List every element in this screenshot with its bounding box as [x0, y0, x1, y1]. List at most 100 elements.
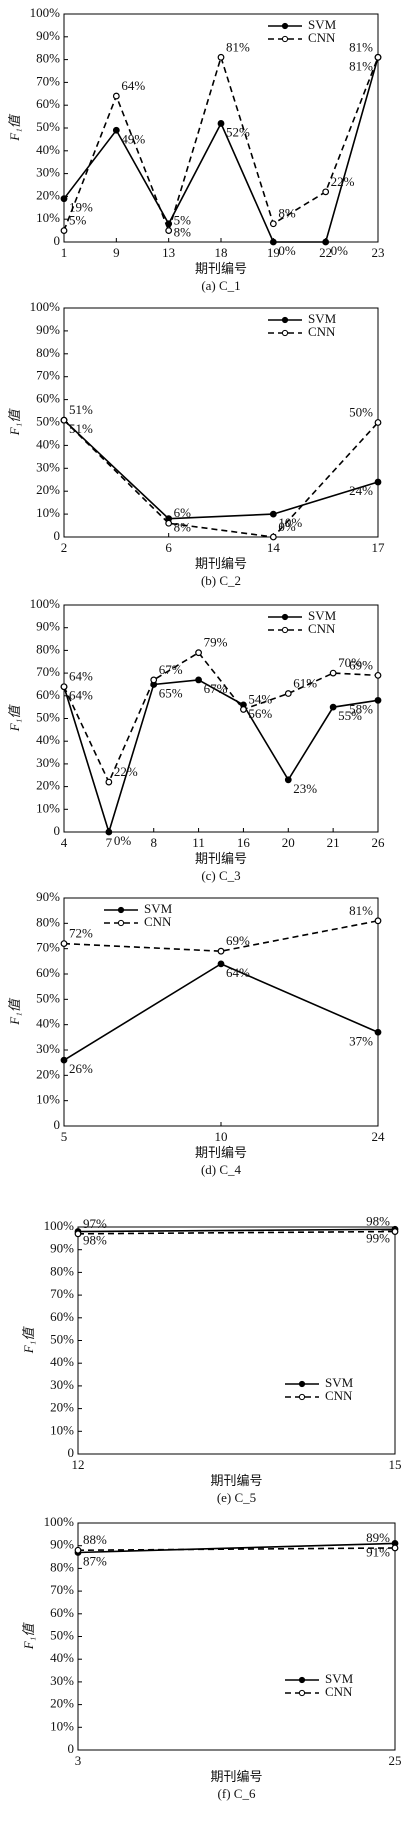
y-tick-label: 0 [54, 1117, 61, 1132]
caption: (f) C_6 [218, 1786, 256, 1801]
data-label: 37% [349, 1033, 373, 1048]
legend-marker [298, 1689, 306, 1697]
y-tick-label: 60% [50, 1605, 74, 1620]
y-tick-label: 10% [36, 210, 60, 225]
data-label: 88% [83, 1532, 107, 1547]
x-tick-label: 15 [389, 1457, 402, 1472]
data-label: 72% [69, 926, 93, 941]
point [374, 917, 382, 925]
plot-frame [63, 604, 379, 833]
x-tick-label: 8 [150, 835, 157, 850]
data-label: 22% [331, 174, 355, 189]
y-tick-label: 10% [36, 1092, 60, 1107]
data-label: 0% [278, 519, 296, 534]
data-label: 51% [69, 421, 93, 436]
y-tick-label: 100% [30, 5, 61, 20]
y-tick-label: 80% [36, 51, 60, 66]
y-tick-label: 20% [50, 1696, 74, 1711]
series-line [63, 419, 379, 520]
y-tick-label: 30% [50, 1673, 74, 1688]
y-axis-label: F₁值 [21, 1622, 36, 1650]
x-axis-label: 期刊编号 [195, 556, 247, 571]
point [217, 120, 225, 127]
data-label: 69% [349, 657, 373, 672]
point [269, 238, 277, 246]
y-tick-label: 80% [50, 1559, 74, 1574]
legend-label: SVM [144, 901, 173, 916]
plot-frame [77, 1226, 396, 1455]
x-tick-label: 7 [106, 835, 113, 850]
x-tick-label: 25 [389, 1753, 402, 1768]
y-axis-label: F₁值 [7, 704, 22, 732]
x-axis-label: 期刊编号 [195, 1145, 247, 1160]
data-label: 61% [293, 676, 317, 691]
x-tick-label: 23 [372, 245, 385, 260]
point [269, 220, 277, 228]
y-tick-label: 80% [36, 345, 60, 360]
x-tick-label: 3 [75, 1753, 82, 1768]
data-label: 51% [69, 402, 93, 417]
y-tick-label: 90% [36, 619, 60, 634]
plot-frame [77, 1522, 396, 1751]
legend-marker [281, 22, 289, 30]
y-tick-label: 90% [50, 1537, 74, 1552]
data-label: 0% [114, 833, 132, 848]
y-tick-label: 30% [36, 165, 60, 180]
data-label: 67% [204, 681, 228, 696]
data-label: 87% [83, 1553, 107, 1568]
caption: (c) C_3 [201, 868, 240, 883]
data-label: 0% [331, 243, 349, 258]
x-tick-label: 17 [372, 540, 386, 555]
data-label: 8% [174, 225, 192, 240]
data-label: 79% [204, 635, 228, 650]
y-tick-label: 40% [36, 1016, 60, 1031]
legend-label: SVM [308, 311, 337, 326]
y-tick-label: 20% [36, 1066, 60, 1081]
point [112, 126, 120, 134]
data-label: 5% [174, 213, 192, 228]
legend-marker [117, 919, 125, 927]
point [60, 683, 68, 691]
caption: (e) C_5 [217, 1490, 256, 1505]
series-line [63, 651, 379, 784]
x-tick-label: 13 [162, 245, 175, 260]
legend-label: CNN [325, 1684, 353, 1699]
x-tick-label: 5 [61, 1129, 68, 1144]
point [284, 776, 292, 784]
legend-marker [281, 316, 289, 324]
data-label: 69% [226, 933, 250, 948]
point [322, 188, 330, 196]
point [329, 669, 337, 677]
data-label: 81% [349, 58, 373, 73]
x-tick-label: 9 [113, 245, 120, 260]
data-label: 89% [366, 1530, 390, 1545]
data-label: 91% [366, 1544, 390, 1559]
x-tick-label: 24 [372, 1129, 386, 1144]
y-tick-label: 20% [36, 187, 60, 202]
x-tick-label: 12 [72, 1457, 85, 1472]
y-axis-label: F₁值 [7, 997, 22, 1025]
y-tick-label: 30% [36, 1041, 60, 1056]
data-label: 10% [278, 515, 302, 530]
point [322, 238, 330, 246]
y-tick-label: 70% [50, 1582, 74, 1597]
point [165, 519, 173, 527]
point [217, 53, 225, 61]
x-axis-label: 期刊编号 [195, 851, 247, 866]
y-tick-label: 10% [36, 505, 60, 520]
series-line [63, 920, 379, 953]
y-tick-label: 80% [36, 914, 60, 929]
y-tick-label: 20% [36, 778, 60, 793]
y-tick-label: 90% [50, 1241, 74, 1256]
point [60, 940, 68, 947]
data-label: 58% [349, 701, 373, 716]
x-tick-label: 26 [372, 835, 386, 850]
data-label: 67% [159, 662, 183, 677]
data-label: 81% [349, 903, 373, 918]
y-tick-label: 40% [36, 732, 60, 747]
y-tick-label: 40% [50, 1650, 74, 1665]
point [60, 195, 68, 203]
series-line [77, 1228, 396, 1233]
legend-marker [281, 626, 289, 634]
legend-label: SVM [308, 608, 337, 623]
